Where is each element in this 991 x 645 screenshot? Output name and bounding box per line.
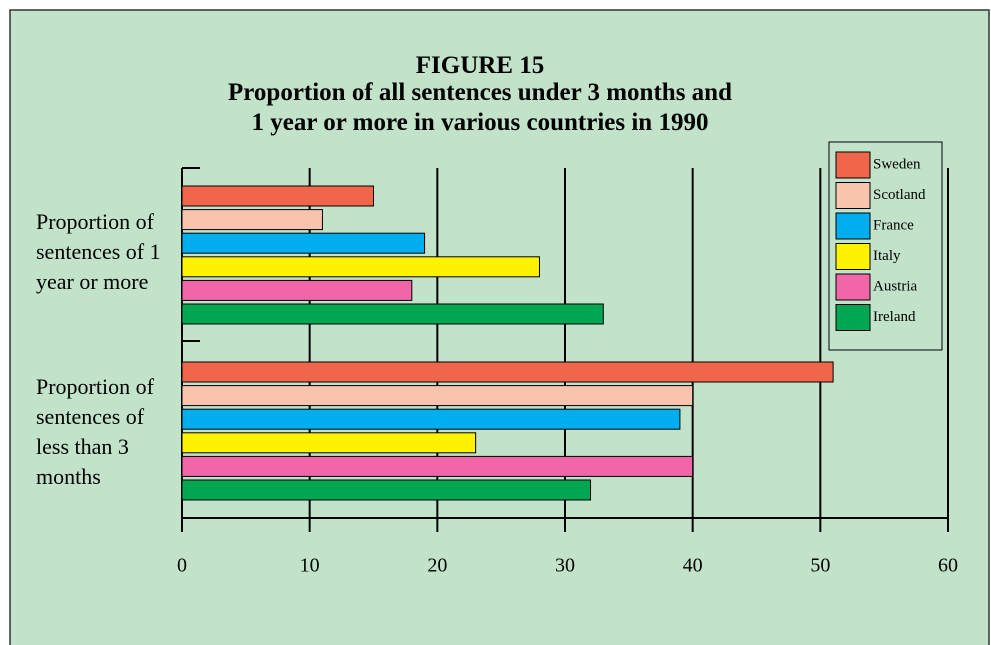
legend-label: Ireland xyxy=(873,309,916,325)
legend-label: Scotland xyxy=(873,187,926,203)
bar xyxy=(181,432,477,454)
legend-swatch xyxy=(835,151,871,179)
legend-label: Italy xyxy=(873,248,901,264)
legend-swatch xyxy=(835,182,871,209)
bar xyxy=(181,408,681,430)
category-label: Proportion of sentences of less than 3 m… xyxy=(36,374,154,489)
chart-frame xyxy=(9,9,990,645)
bar xyxy=(181,279,413,301)
bar xyxy=(181,361,834,383)
chart-subtitle: Proportion of all sentences under 3 mont… xyxy=(228,79,732,136)
legend-swatch xyxy=(835,243,871,270)
bar xyxy=(181,385,694,407)
x-tick-label: 50 xyxy=(810,555,830,577)
legend-label: Austria xyxy=(873,278,918,294)
bar xyxy=(181,455,694,477)
legend-swatch xyxy=(835,212,871,240)
x-tick-label: 40 xyxy=(683,555,703,577)
legend-box xyxy=(828,141,943,351)
bar xyxy=(181,209,323,231)
x-tick-label: 20 xyxy=(427,555,447,577)
x-tick-label: 0 xyxy=(177,555,187,577)
legend-label: Sweden xyxy=(873,156,921,172)
legend-label: France xyxy=(873,217,914,233)
bar xyxy=(181,256,540,278)
bar xyxy=(181,303,604,325)
bar xyxy=(181,479,592,501)
bar xyxy=(181,232,426,254)
x-tick-label: 10 xyxy=(300,555,320,577)
bar xyxy=(181,185,374,207)
category-label: Proportion of sentences of 1 year or mor… xyxy=(36,209,161,294)
chart-title: FIGURE 15 xyxy=(415,52,545,79)
x-tick-label: 30 xyxy=(555,555,575,577)
x-tick-label: 60 xyxy=(938,555,958,577)
legend-swatch xyxy=(835,304,871,331)
legend-swatch xyxy=(835,273,871,301)
